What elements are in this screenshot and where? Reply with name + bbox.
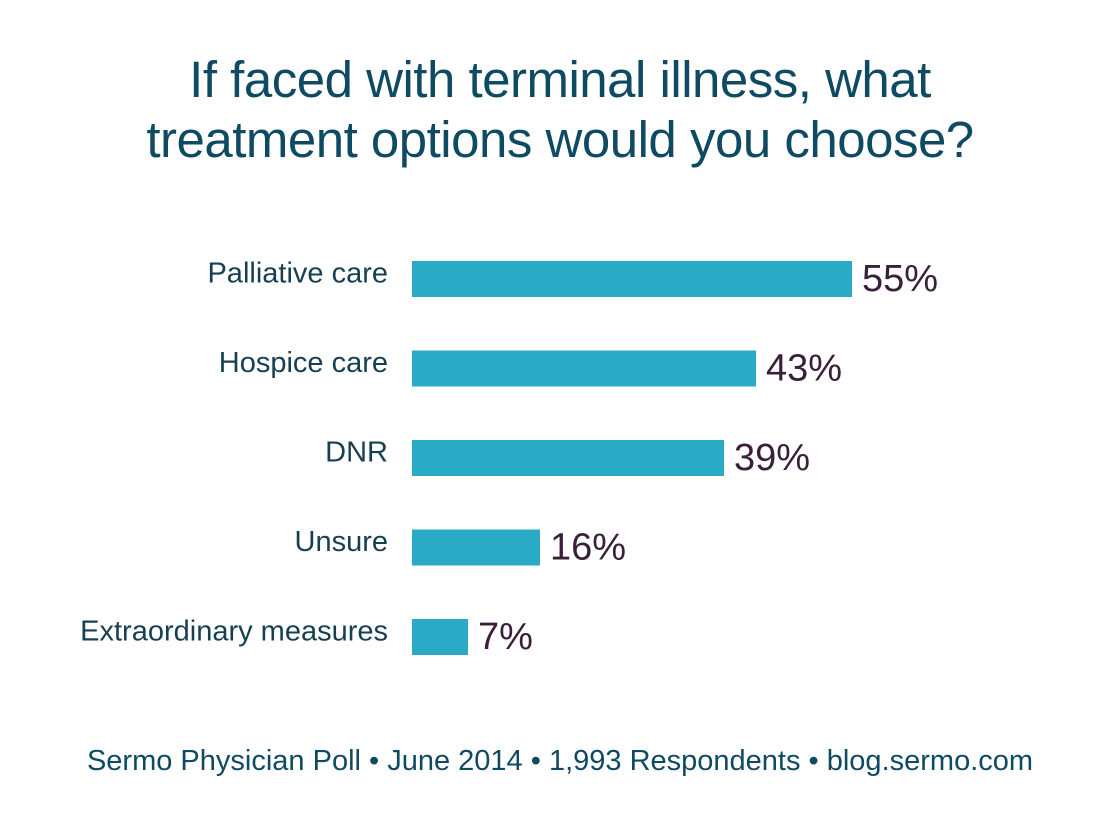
value-label: 39% (734, 437, 810, 479)
category-label: Hospice care (219, 347, 388, 379)
value-label: 43% (766, 348, 842, 390)
bar-row-unsure: Unsure 16% (295, 526, 627, 568)
bar-row-palliative-care: Palliative care 55% (207, 258, 938, 300)
value-label: 16% (550, 527, 626, 569)
bar (412, 619, 468, 655)
bar-row-dnr: DNR 39% (325, 437, 810, 479)
category-label: Extraordinary measures (80, 616, 388, 648)
value-label: 7% (478, 616, 533, 658)
value-label: 55% (862, 258, 938, 300)
chart-footer: Sermo Physician Poll • June 2014 • 1,993… (86, 745, 1034, 777)
category-label: Palliative care (207, 258, 388, 290)
bar (412, 261, 852, 297)
category-label: DNR (325, 437, 388, 469)
bar (412, 350, 756, 387)
bar-row-extraordinary-measures: Extraordinary measures 7% (80, 616, 533, 658)
bar (412, 440, 724, 476)
bar (412, 529, 540, 566)
category-label: Unsure (295, 526, 389, 558)
bar-row-hospice-care: Hospice care 43% (219, 347, 842, 389)
chart-title: If faced with terminal illness, what tre… (146, 51, 974, 168)
